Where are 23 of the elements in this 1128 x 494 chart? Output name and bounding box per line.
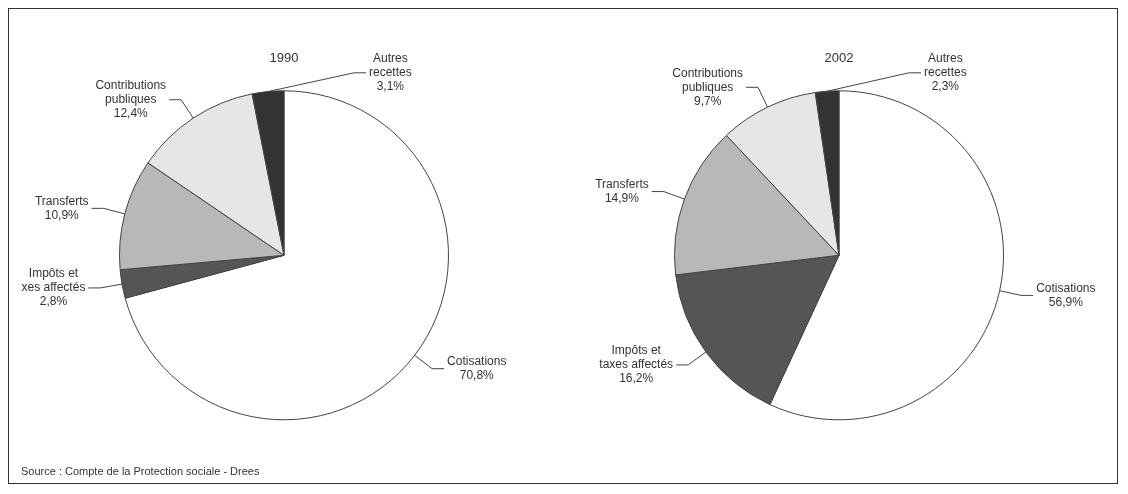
data-label: 2,3%	[931, 79, 960, 94]
slice-label: Impôts et xes affectés	[21, 266, 86, 295]
chart-title: 2002	[824, 50, 854, 66]
slice-label: Autres recettes	[924, 51, 967, 80]
slice-label: Contributions publiques	[95, 78, 167, 107]
slice-label: Transferts	[595, 176, 649, 191]
data-label: 70,8%	[459, 367, 495, 382]
slice-label: Impôts et taxes affectés	[599, 343, 674, 372]
slice-label: Contributions publiques	[672, 65, 744, 94]
data-label: 2,8%	[39, 294, 68, 309]
source-note: Source : Compte de la Protection sociale - Drees	[21, 465, 260, 477]
data-label: 56,9%	[1048, 294, 1084, 309]
data-label: 9,7%	[693, 93, 722, 108]
data-label: 16,2%	[619, 371, 654, 386]
data-label: 12,4%	[113, 106, 149, 121]
data-label: 14,9%	[604, 190, 640, 205]
data-label: 10,9%	[44, 207, 80, 222]
slice-label: Cotisations	[447, 353, 507, 368]
slice-label: Autres recettes	[369, 51, 412, 80]
data-label: 3,1%	[376, 79, 405, 94]
chart-title: 1990	[269, 50, 299, 66]
slice-label: Cotisations	[1036, 280, 1096, 295]
slice-label: Transferts	[34, 193, 89, 208]
